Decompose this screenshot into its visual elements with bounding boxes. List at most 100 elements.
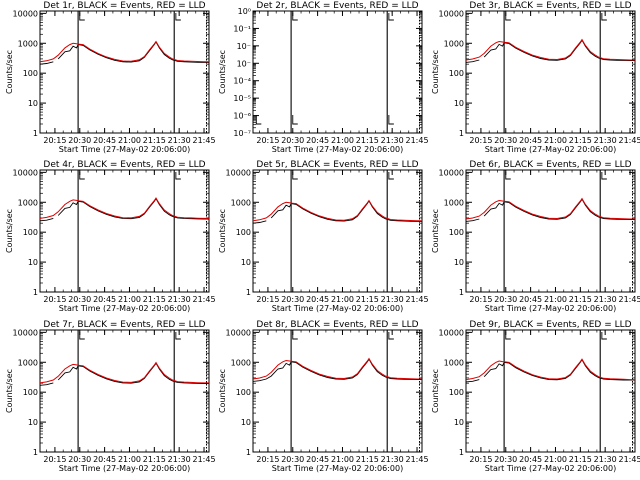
x-tick-label: 21:30 (168, 295, 191, 304)
event-flag (389, 115, 394, 124)
x-tick-label: 21:45 (405, 136, 428, 145)
y-tick-label: 100 (236, 388, 251, 397)
plot-frame (40, 330, 209, 452)
event-flag (506, 332, 511, 339)
panel-title: Det 9r, BLACK = Events, RED = LLD (469, 320, 631, 330)
y-axis-label: Counts/sec (431, 369, 440, 413)
x-tick-label: 21:30 (168, 136, 191, 145)
x-tick-label: 21:15 (569, 455, 592, 464)
panel-1: Det 1r, BLACK = Events, RED = LLD 1 10 100 1… (5, 1, 216, 154)
x-tick-label: 20:30 (494, 455, 517, 464)
x-tick-label: 21:45 (192, 136, 215, 145)
x-tick-label: 20:45 (306, 455, 329, 464)
x-tick-label: 21:30 (381, 136, 404, 145)
event-flag (293, 115, 298, 124)
panel-title: Det 2r, BLACK = Events, RED = LLD (256, 1, 418, 11)
plot-frame (253, 330, 422, 452)
y-tick-label: 100 (23, 69, 38, 78)
event-flag (602, 332, 607, 339)
y-axis-label: Counts/sec (5, 369, 14, 413)
x-tick-label: 21:00 (544, 136, 567, 145)
y-tick-label: 10⁻⁴ (233, 77, 251, 86)
x-tick-label: 21:45 (192, 295, 215, 304)
x-tick-label: 20:30 (68, 136, 91, 145)
x-tick-label: 21:30 (168, 455, 191, 464)
y-tick-label: 10⁻⁵ (233, 94, 251, 103)
y-axis-label: Counts/sec (431, 50, 440, 94)
x-tick-label: 21:30 (594, 136, 617, 145)
y-tick-label: 10⁻¹ (233, 24, 251, 33)
series-events-line (466, 60, 479, 62)
x-tick-label: 21:00 (331, 295, 354, 304)
y-tick-label: 1 (459, 448, 464, 457)
event-flag (256, 115, 261, 124)
event-flag (80, 332, 85, 339)
event-flag (176, 13, 181, 20)
panel-title: Det 7r, BLACK = Events, RED = LLD (43, 320, 205, 330)
x-tick-label: 20:30 (68, 295, 91, 304)
event-flag (293, 332, 298, 339)
plot-frame (253, 11, 422, 133)
event-flag (80, 13, 85, 20)
y-tick-label: 100 (23, 228, 38, 237)
x-tick-label: 21:15 (569, 295, 592, 304)
plot-frame (40, 170, 209, 292)
y-tick-label: 1000 (444, 358, 464, 367)
x-axis-label: Start Time (27-May-02 20:06:00) (485, 145, 616, 154)
x-tick-label: 21:00 (118, 295, 141, 304)
x-tick-label: 20:30 (494, 136, 517, 145)
y-tick-label: 10000 (13, 168, 38, 177)
series-events-line (466, 380, 479, 382)
y-tick-label: 10000 (13, 9, 38, 18)
y-tick-label: 10 (454, 258, 464, 267)
y-tick-label: 1000 (444, 39, 464, 48)
panel-7: Det 7r, BLACK = Events, RED = LLD 1 10 100 1… (5, 320, 216, 473)
y-tick-label: 100 (236, 228, 251, 237)
x-tick-label: 21:45 (618, 136, 640, 145)
x-tick-label: 21:15 (143, 295, 166, 304)
y-axis-label: Counts/sec (218, 209, 227, 253)
x-axis-label: Start Time (27-May-02 20:06:00) (272, 304, 403, 313)
series-events-line (484, 40, 635, 60)
y-axis-label: Counts/sec (218, 369, 227, 413)
y-tick-label: 10000 (226, 328, 251, 337)
y-tick-label: 100 (449, 228, 464, 237)
x-tick-label: 20:15 (256, 295, 279, 304)
panel-title: Det 5r, BLACK = Events, RED = LLD (256, 160, 418, 170)
y-tick-label: 10000 (439, 328, 464, 337)
x-tick-label: 20:15 (256, 136, 279, 145)
event-flag (80, 172, 85, 179)
y-tick-label: 10 (28, 418, 38, 427)
x-tick-label: 21:00 (118, 136, 141, 145)
y-tick-label: 10⁻⁶ (233, 112, 251, 121)
x-tick-label: 21:15 (569, 136, 592, 145)
x-tick-label: 21:15 (143, 136, 166, 145)
y-tick-label: 10⁻⁲ (237, 42, 251, 51)
x-tick-label: 20:15 (256, 455, 279, 464)
series-events-line (58, 363, 209, 383)
panel-8: Det 8r, BLACK = Events, RED = LLD1101001… (218, 320, 429, 473)
x-tick-label: 20:45 (306, 136, 329, 145)
y-tick-label: 1 (459, 129, 464, 138)
series-events-line (253, 221, 266, 223)
x-tick-label: 21:45 (405, 295, 428, 304)
x-tick-label: 20:30 (281, 295, 304, 304)
series-events-line (484, 360, 635, 380)
x-tick-label: 21:15 (143, 455, 166, 464)
y-tick-label: 10 (454, 99, 464, 108)
panel-title: Det 3r, BLACK = Events, RED = LLD (469, 1, 631, 11)
x-tick-label: 21:30 (594, 455, 617, 464)
x-tick-label: 20:45 (519, 295, 542, 304)
panel-2: Det 2r, BLACK = Events, RED = LLD 10⁻⁷ 10⁻… (218, 1, 429, 154)
y-axis-label: Counts/sec (431, 209, 440, 253)
event-flag (506, 172, 511, 179)
x-tick-label: 21:30 (381, 455, 404, 464)
x-axis-label: Start Time (27-May-02 20:06:00) (59, 145, 190, 154)
event-flag (602, 13, 607, 20)
series-events-line (466, 219, 479, 221)
plot-frame (466, 330, 635, 452)
x-tick-label: 21:00 (118, 455, 141, 464)
y-tick-label: 1 (33, 129, 38, 138)
